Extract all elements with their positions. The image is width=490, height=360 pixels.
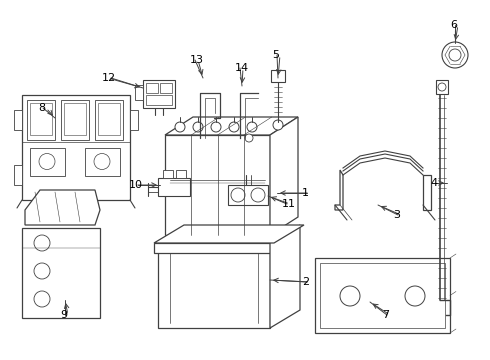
Bar	[158, 248, 270, 328]
Circle shape	[442, 42, 468, 68]
Text: 3: 3	[393, 210, 400, 220]
Bar	[135, 85, 143, 100]
Circle shape	[251, 188, 265, 202]
Polygon shape	[335, 170, 343, 210]
Text: 2: 2	[302, 277, 309, 287]
Polygon shape	[423, 175, 431, 210]
Bar	[22, 228, 100, 318]
Bar	[158, 178, 190, 196]
Circle shape	[438, 83, 446, 91]
Text: 4: 4	[430, 178, 437, 188]
Bar	[163, 170, 173, 178]
Bar	[14, 165, 22, 185]
Circle shape	[34, 235, 50, 251]
Bar	[228, 185, 268, 205]
Bar	[165, 135, 270, 235]
Bar	[30, 103, 52, 135]
Text: 14: 14	[235, 63, 249, 73]
Text: 9: 9	[60, 310, 67, 320]
Bar	[30, 148, 65, 175]
Bar	[154, 243, 274, 253]
Text: 11: 11	[282, 199, 296, 209]
Bar	[85, 148, 120, 175]
Circle shape	[405, 286, 425, 306]
Circle shape	[94, 153, 110, 170]
Bar	[315, 258, 450, 333]
Polygon shape	[271, 70, 285, 82]
Circle shape	[34, 263, 50, 279]
Bar	[64, 103, 86, 135]
Circle shape	[340, 286, 360, 306]
Bar	[176, 170, 186, 178]
Circle shape	[245, 134, 253, 142]
Text: 6: 6	[450, 20, 457, 30]
Polygon shape	[165, 117, 298, 135]
Text: 10: 10	[129, 180, 143, 190]
Text: 8: 8	[38, 103, 45, 113]
Bar	[146, 83, 158, 93]
Bar	[146, 95, 172, 105]
Bar	[98, 103, 120, 135]
Bar	[143, 80, 175, 108]
Circle shape	[229, 122, 239, 132]
Circle shape	[273, 120, 283, 130]
Text: 5: 5	[272, 50, 279, 60]
Bar	[27, 100, 55, 140]
Circle shape	[34, 291, 50, 307]
Text: 1: 1	[302, 188, 309, 198]
Circle shape	[175, 122, 185, 132]
Bar	[320, 263, 445, 328]
Polygon shape	[25, 190, 100, 225]
Circle shape	[211, 122, 221, 132]
Bar	[130, 110, 138, 130]
Circle shape	[231, 188, 245, 202]
Polygon shape	[270, 117, 298, 235]
Circle shape	[193, 122, 203, 132]
Circle shape	[247, 122, 257, 132]
Polygon shape	[154, 225, 304, 243]
Bar	[61, 100, 89, 140]
Bar	[95, 100, 123, 140]
Bar	[14, 110, 22, 130]
Text: 7: 7	[382, 310, 389, 320]
Text: 12: 12	[102, 73, 116, 83]
Circle shape	[449, 49, 461, 61]
Bar	[160, 83, 172, 93]
Bar	[22, 95, 130, 200]
Polygon shape	[270, 225, 300, 328]
Circle shape	[39, 153, 55, 170]
Text: 13: 13	[190, 55, 204, 65]
Bar	[436, 80, 448, 94]
